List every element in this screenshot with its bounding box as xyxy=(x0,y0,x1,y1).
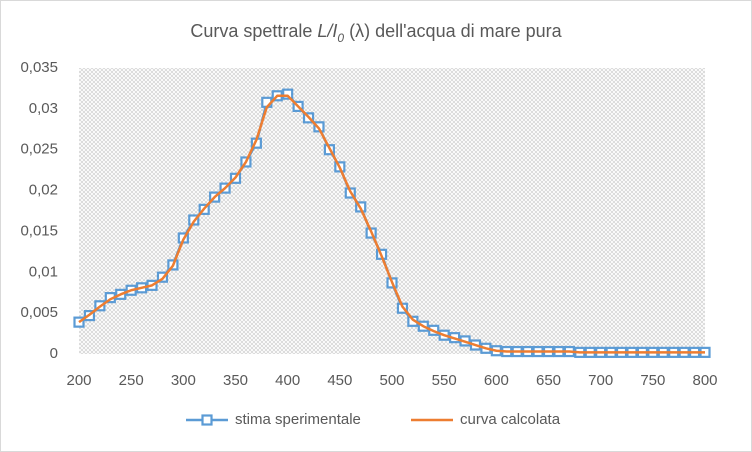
x-tick-label: 550 xyxy=(432,372,457,389)
legend-label: stima sperimentale xyxy=(235,411,361,428)
chart-title: Curva spettrale L/I0 (λ) dell'acqua di m… xyxy=(190,21,562,45)
legend-marker xyxy=(201,414,213,426)
y-tick-label: 0,015 xyxy=(20,222,58,239)
x-tick-label: 800 xyxy=(692,372,717,389)
title-part: Curva spettrale xyxy=(190,21,317,41)
series-line xyxy=(78,94,705,354)
y-tick-label: 0,035 xyxy=(20,59,58,76)
y-tick-label: 0,025 xyxy=(20,141,58,158)
x-tick-label: 750 xyxy=(640,372,665,389)
x-tick-label: 400 xyxy=(275,372,300,389)
marker xyxy=(282,88,294,100)
y-tick-label: 0,03 xyxy=(29,100,58,117)
x-tick-label: 650 xyxy=(536,372,561,389)
x-tick-label: 700 xyxy=(588,372,613,389)
y-tick-label: 0,01 xyxy=(29,263,58,280)
x-tick-label: 500 xyxy=(379,372,404,389)
y-tick-label: 0,005 xyxy=(20,304,58,321)
y-tick-label: 0 xyxy=(50,345,58,362)
x-tick-label: 450 xyxy=(327,372,352,389)
plot-area xyxy=(79,68,705,354)
x-tick-label: 600 xyxy=(484,372,509,389)
x-tick-label: 200 xyxy=(66,372,91,389)
title-part: 0 xyxy=(337,31,344,45)
title-part: dell'acqua di mare pura xyxy=(370,21,563,41)
title-part: (λ) xyxy=(344,21,370,41)
legend-label: curva calcolata xyxy=(460,411,561,428)
y-tick-label: 0,02 xyxy=(29,182,58,199)
x-tick-label: 250 xyxy=(119,372,144,389)
title-part: L/I xyxy=(317,21,337,41)
x-tick-label: 300 xyxy=(171,372,196,389)
x-tick-label: 350 xyxy=(223,372,248,389)
